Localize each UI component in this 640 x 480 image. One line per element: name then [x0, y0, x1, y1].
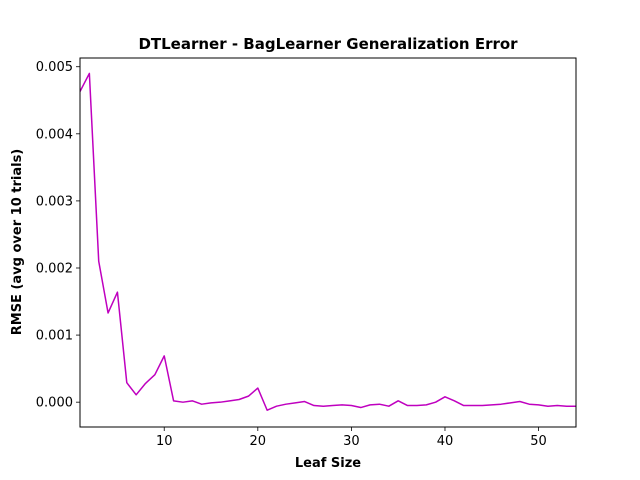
y-tick-label: 0.003 — [36, 194, 73, 209]
x-axis-label: Leaf Size — [295, 456, 361, 471]
x-tick-label: 40 — [437, 434, 454, 449]
y-tick-label: 0.001 — [36, 329, 73, 344]
x-tick-label: 30 — [343, 434, 360, 449]
y-axis-ticks: 0.000 0.001 0.002 0.003 0.004 0.005 — [36, 60, 80, 411]
x-tick-label: 20 — [250, 434, 267, 449]
plot-frame — [79, 57, 577, 428]
x-tick-label: 50 — [530, 434, 547, 449]
y-tick-label: 0.005 — [36, 60, 73, 75]
y-tick-label: 0.000 — [36, 396, 73, 411]
plot-marks — [80, 72, 576, 411]
x-axis-ticks: 10 20 30 40 50 — [156, 427, 547, 449]
chart-title: DTLearner - BagLearner Generalization Er… — [138, 35, 518, 53]
series-line — [80, 72, 576, 411]
y-tick-label: 0.002 — [36, 261, 73, 276]
x-tick-label: 10 — [156, 434, 173, 449]
y-axis-label: RMSE (avg over 10 trials) — [10, 149, 25, 336]
y-tick-label: 0.004 — [36, 127, 73, 142]
